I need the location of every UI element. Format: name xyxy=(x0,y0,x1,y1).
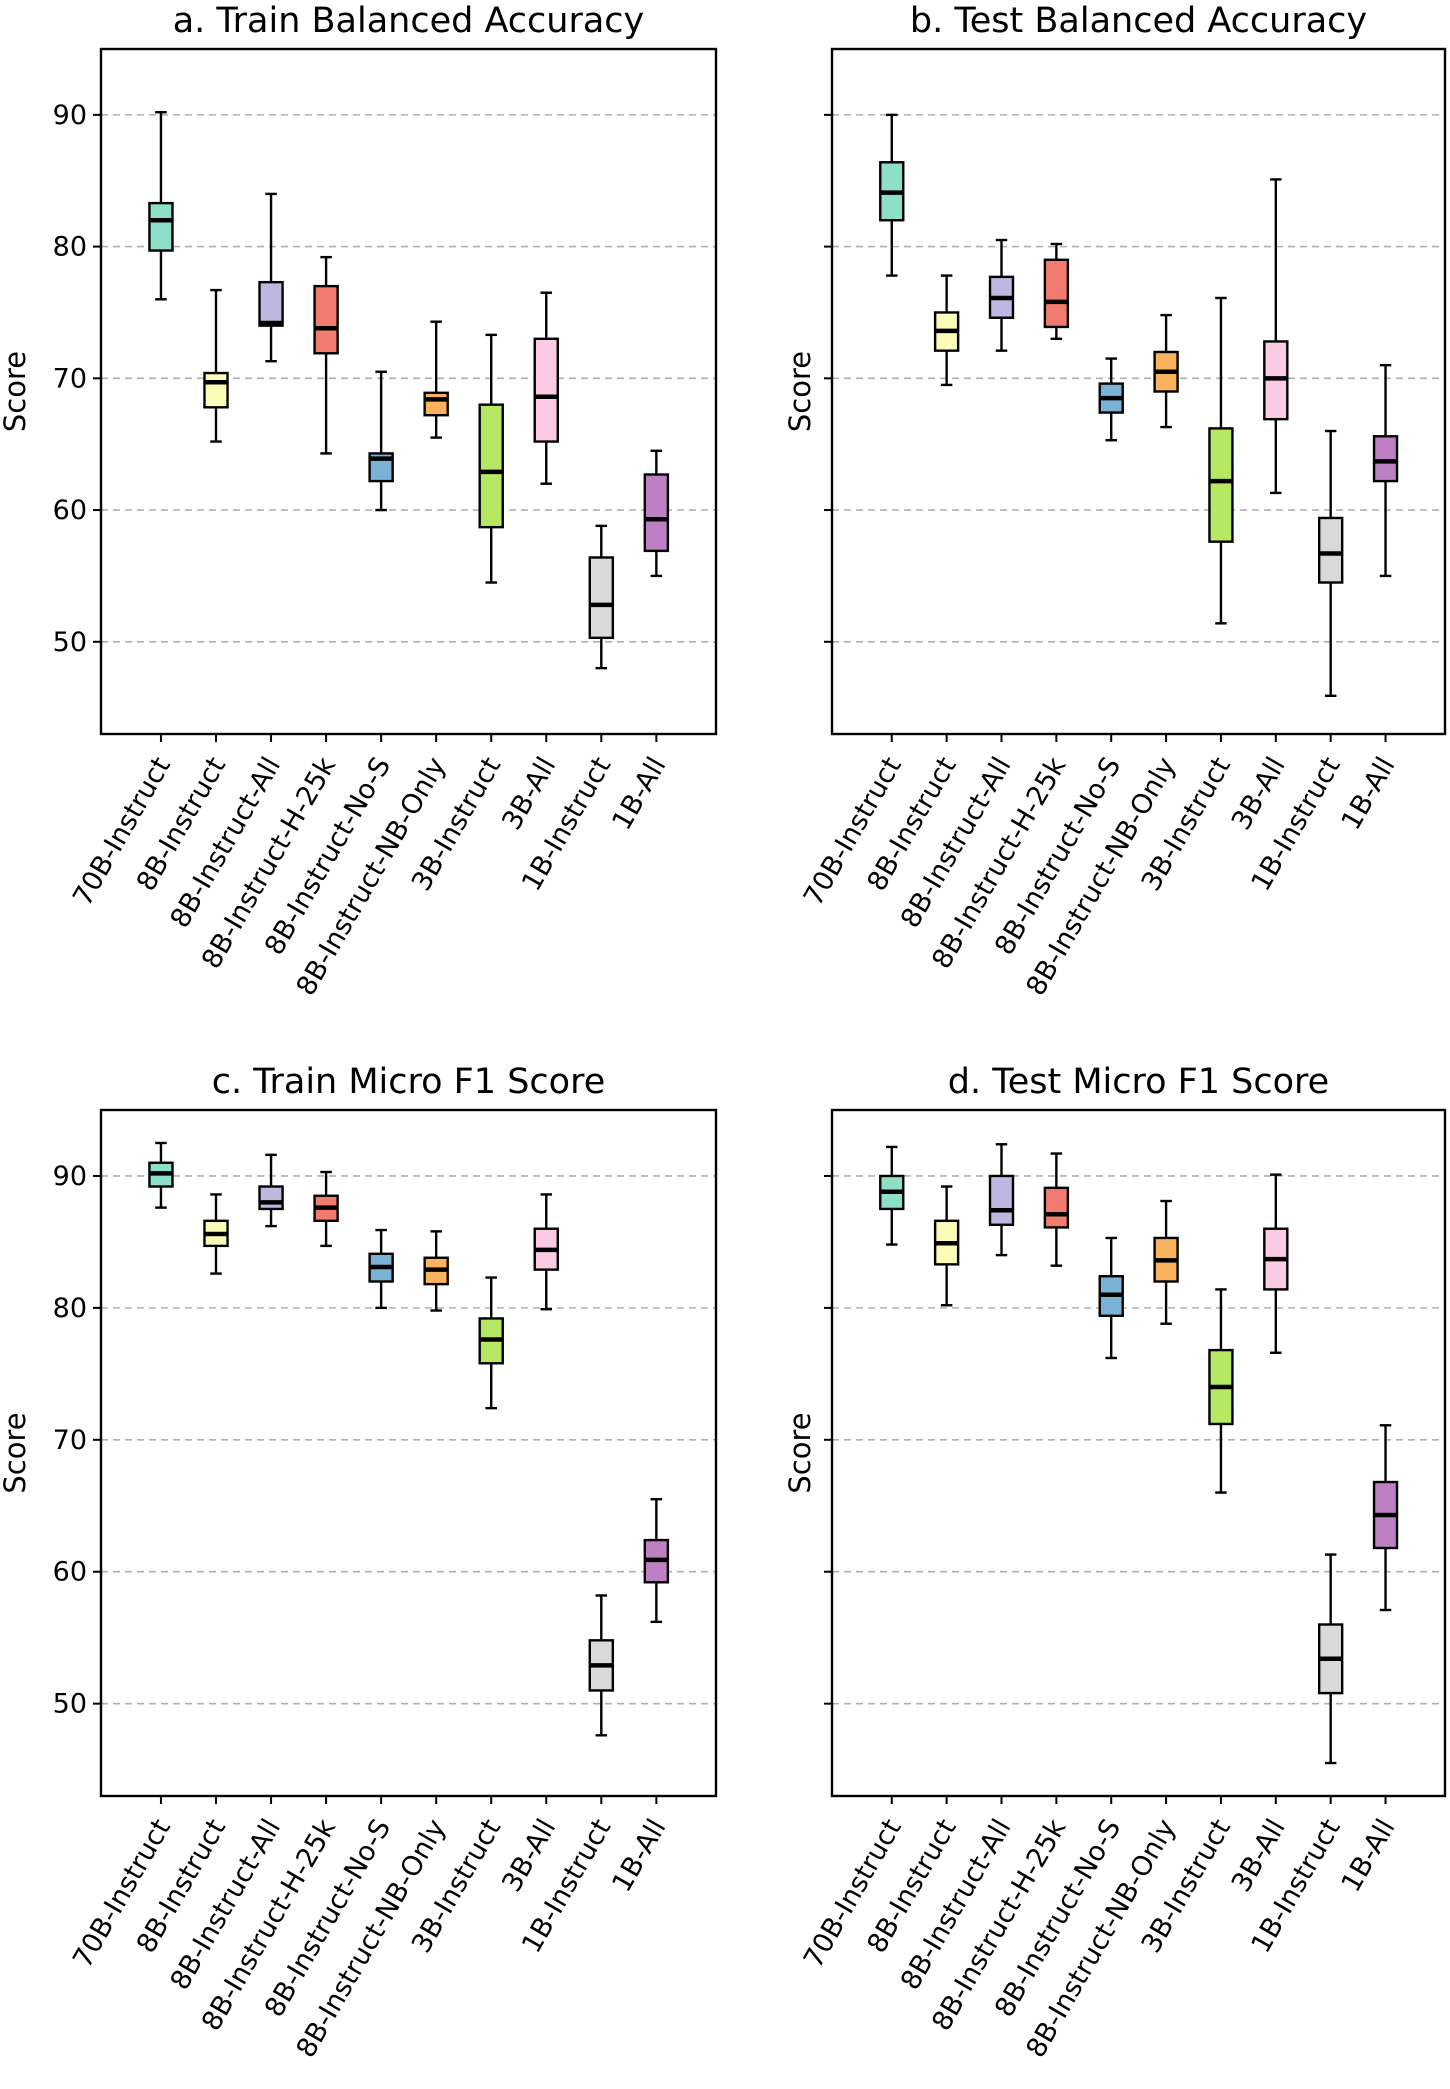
iqr-box xyxy=(258,280,284,327)
panel-b: 70B-Instruct8B-Instruct8B-Instruct-All8B… xyxy=(783,1,1447,1001)
panel-title: c. Train Micro F1 Score xyxy=(212,1062,605,1102)
ytick-label: 70 xyxy=(53,1425,87,1456)
box-8b-instruct xyxy=(203,288,229,443)
box-8b-instruct-nb-only xyxy=(423,320,449,439)
axes-frame xyxy=(99,47,718,736)
box-3b-all xyxy=(533,1193,559,1311)
box-3b-instruct xyxy=(1208,296,1234,625)
box-3b-instruct xyxy=(1208,1288,1234,1494)
y-axis-label: Score xyxy=(0,351,32,432)
box-8b-instruct xyxy=(933,274,960,387)
panel-c: 506070809070B-Instruct8B-Instruct8B-Inst… xyxy=(0,1062,718,2063)
iqr-box xyxy=(203,371,229,409)
box-3b-all xyxy=(1263,1173,1289,1354)
box-8b-instruct-all xyxy=(988,1143,1015,1257)
box-1b-all xyxy=(643,449,670,578)
panel-a: 506070809070B-Instruct8B-Instruct8B-Inst… xyxy=(0,1,718,1001)
box-8b-instruct-no-s xyxy=(1098,357,1124,442)
ytick-label: 60 xyxy=(53,1557,87,1588)
box-8b-instruct xyxy=(933,1185,960,1307)
axes-frame xyxy=(830,47,1447,736)
panel-d: 70B-Instruct8B-Instruct8B-Instruct-All8B… xyxy=(783,1062,1447,2063)
iqr-box xyxy=(1043,258,1070,329)
panel-title: b. Test Balanced Accuracy xyxy=(910,1,1367,41)
box-8b-instruct-all xyxy=(258,1153,284,1228)
box-8b-instruct-h-25k xyxy=(1043,1152,1070,1267)
box-8b-instruct-h-25k xyxy=(313,1170,339,1248)
box-8b-instruct-h-25k xyxy=(1043,242,1070,341)
iqr-box xyxy=(533,337,559,443)
box-1b-instruct xyxy=(1317,1553,1344,1765)
box-1b-all xyxy=(1372,363,1399,578)
ytick-label: 90 xyxy=(53,1161,87,1192)
box-8b-instruct-no-s xyxy=(368,370,394,512)
box-1b-instruct xyxy=(588,524,615,670)
box-8b-instruct-all xyxy=(258,192,284,363)
y-axis-label: Score xyxy=(783,351,817,432)
panel-title: a. Train Balanced Accuracy xyxy=(173,1,645,41)
xtick-label: 1B-All xyxy=(1336,752,1402,835)
ytick-label: 50 xyxy=(53,627,87,658)
y-axis-label: Score xyxy=(783,1412,817,1493)
box-70b-instruct xyxy=(879,1145,905,1246)
iqr-box xyxy=(643,473,670,553)
axes-frame xyxy=(830,1108,1447,1798)
ytick-label: 90 xyxy=(53,100,87,131)
y-axis-label: Score xyxy=(0,1412,32,1493)
box-3b-instruct xyxy=(478,333,504,584)
box-70b-instruct xyxy=(148,1141,174,1209)
xtick-label: 1B-All xyxy=(606,1814,672,1897)
box-8b-instruct-nb-only xyxy=(1153,1199,1179,1325)
iqr-box xyxy=(588,556,615,640)
box-1b-all xyxy=(643,1497,670,1624)
box-1b-all xyxy=(1372,1424,1399,1612)
box-3b-all xyxy=(533,291,559,485)
panel-title: d. Test Micro F1 Score xyxy=(948,1062,1329,1102)
box-8b-instruct-no-s xyxy=(1098,1236,1124,1360)
ytick-label: 50 xyxy=(53,1689,87,1720)
ytick-label: 70 xyxy=(53,363,87,394)
iqr-box xyxy=(313,284,339,355)
iqr-box xyxy=(423,391,449,417)
box-8b-instruct-no-s xyxy=(368,1228,394,1310)
axes-frame xyxy=(99,1108,718,1798)
iqr-box xyxy=(478,403,504,529)
ytick-label: 80 xyxy=(53,232,87,263)
box-3b-instruct xyxy=(478,1276,504,1410)
box-70b-instruct xyxy=(879,113,905,277)
xtick-label: 1B-All xyxy=(1336,1814,1402,1897)
box-3b-all xyxy=(1263,178,1289,495)
iqr-box xyxy=(148,201,174,252)
ytick-label: 60 xyxy=(53,495,87,526)
box-8b-instruct-nb-only xyxy=(423,1230,449,1312)
xtick-label: 1B-All xyxy=(606,752,672,835)
box-8b-instruct-h-25k xyxy=(313,255,339,455)
iqr-box xyxy=(1208,427,1234,543)
iqr-box xyxy=(1043,1186,1070,1229)
iqr-box xyxy=(1317,516,1344,584)
iqr-box xyxy=(988,1174,1015,1226)
box-1b-instruct xyxy=(1317,429,1344,697)
box-8b-instruct-all xyxy=(988,238,1015,352)
box-1b-instruct xyxy=(588,1594,615,1737)
iqr-box xyxy=(1372,435,1399,483)
ytick-label: 80 xyxy=(53,1293,87,1324)
box-8b-instruct-nb-only xyxy=(1153,313,1179,429)
box-8b-instruct xyxy=(203,1193,229,1275)
iqr-box xyxy=(258,1185,284,1211)
box-70b-instruct xyxy=(148,111,174,301)
